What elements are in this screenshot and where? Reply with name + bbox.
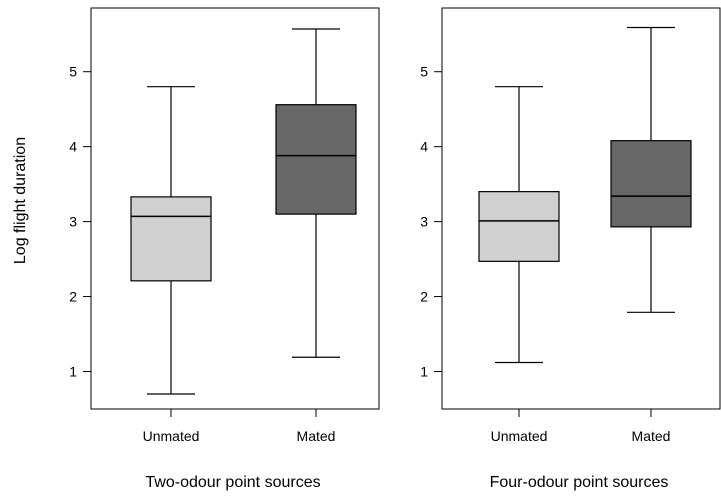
panel-1-mated-box: [275, 104, 357, 215]
panel-2-unmated-x-tick-label: Unmated: [491, 428, 548, 444]
panel-2-y-tick-label-2: 2: [420, 289, 428, 305]
panel-2-plot-frame: [441, 7, 721, 410]
panel-2-x-axis-label: Four-odour point sources: [490, 474, 669, 491]
panel-2-mated-x-tick-label: Mated: [632, 428, 671, 444]
panel-2-y-tick-label-5: 5: [420, 64, 428, 80]
panel-2-y-tick-label-4: 4: [420, 139, 428, 155]
panel-2-unmated-box: [478, 191, 560, 262]
panel-1-x-axis-label: Two-odour point sources: [145, 474, 320, 491]
panel-1-unmated-x-tick-label: Unmated: [143, 428, 200, 444]
panel-2-y-tick-label-1: 1: [420, 364, 428, 380]
panel-1-unmated-box: [130, 196, 212, 282]
panel-1-y-tick-label-1: 1: [69, 364, 77, 380]
panel-1-mated-x-tick-label: Mated: [297, 428, 336, 444]
panel-1-y-tick-label-4: 4: [69, 139, 77, 155]
panel-1-y-axis-label: Log flight duration: [12, 137, 29, 264]
panel-1-y-tick-label-5: 5: [69, 64, 77, 80]
panel-1-plot-frame: [90, 7, 380, 410]
panel-2-mated-box: [610, 140, 692, 228]
panel-1-y-tick-label-3: 3: [69, 214, 77, 230]
panel-1-y-tick-label-2: 2: [69, 289, 77, 305]
panel-2-y-tick-label-3: 3: [420, 214, 428, 230]
